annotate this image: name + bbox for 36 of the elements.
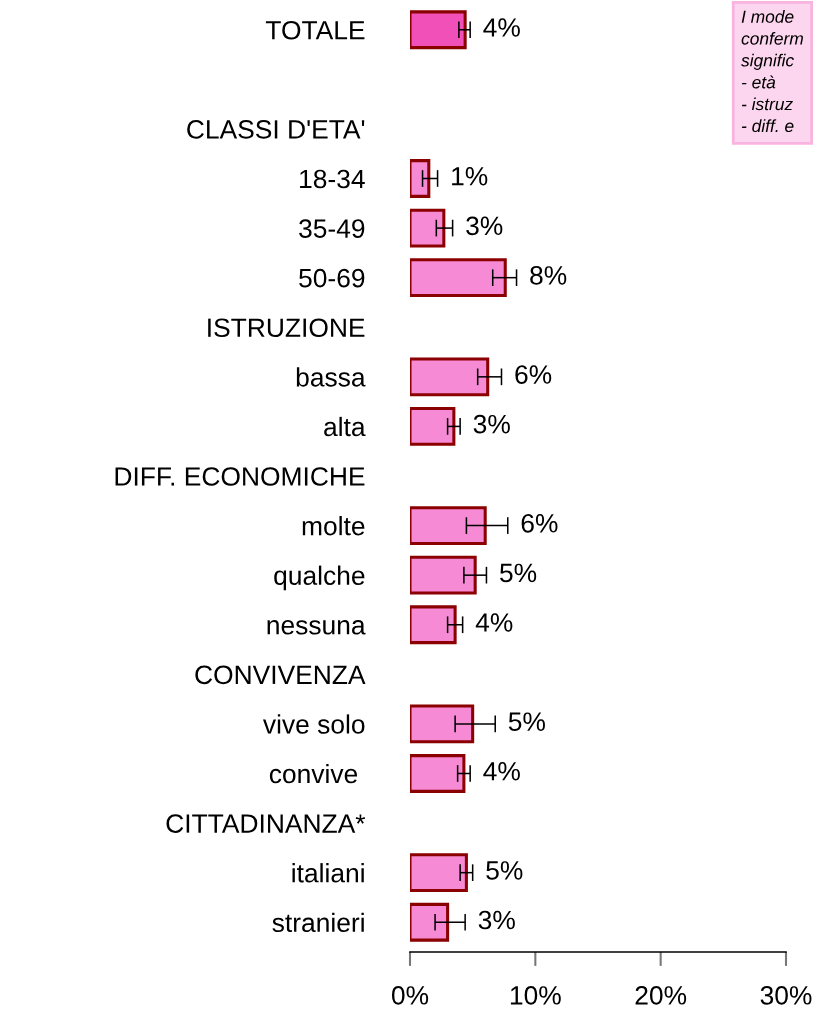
x-tick-label: 20% xyxy=(635,986,687,1005)
data-label: 6% xyxy=(515,365,552,384)
data-label: 5% xyxy=(500,563,537,583)
y-tick-label: TOTALE xyxy=(265,20,365,40)
y-tick-label: stranieri xyxy=(272,912,364,933)
data-label: 3% xyxy=(473,414,510,434)
data-label: 4% xyxy=(483,18,520,37)
y-tick-label: ISTRUZIONE xyxy=(208,318,365,338)
y-tick-label: 18-34 xyxy=(300,169,365,189)
y-tick-label: 35-49 xyxy=(299,219,365,238)
data-label: 5% xyxy=(486,861,523,880)
data-label: 3% xyxy=(478,910,515,930)
data-label: 8% xyxy=(530,266,567,285)
y-tick-label: CONVIVENZA xyxy=(195,665,366,685)
y-tick-label: vive solo xyxy=(262,714,365,734)
annotation: I mode conferm signific - età - istruz - diff. e xyxy=(741,10,803,133)
y-tick-label: convive xyxy=(269,763,358,784)
y-tick-label: CLASSI D'ETA' xyxy=(187,120,365,139)
y-tick-label: CITTADINANZA* xyxy=(166,814,366,833)
data-label: 5% xyxy=(508,712,545,731)
data-label: 4% xyxy=(475,613,513,632)
x-tick-label: 30% xyxy=(760,986,812,1005)
x-tick-label: 10% xyxy=(510,986,561,1005)
y-tick-label: qualche xyxy=(274,565,365,591)
y-tick-label: molte xyxy=(302,516,365,536)
y-tick-label: italiani xyxy=(292,863,364,883)
data-label: 1% xyxy=(452,167,488,186)
y-tick-label: DIFF. ECONOMICHE xyxy=(115,467,365,486)
y-tick-label: bassa xyxy=(296,367,366,387)
data-label: 3% xyxy=(466,216,503,236)
y-tick-label: alta xyxy=(324,416,366,437)
y-tick-label: nessuna xyxy=(267,620,366,635)
data-label: 6% xyxy=(521,513,558,533)
x-tick-label: 0% xyxy=(391,986,429,1005)
data-label: 4% xyxy=(483,762,520,781)
y-tick-label: 50-69 xyxy=(299,268,365,288)
